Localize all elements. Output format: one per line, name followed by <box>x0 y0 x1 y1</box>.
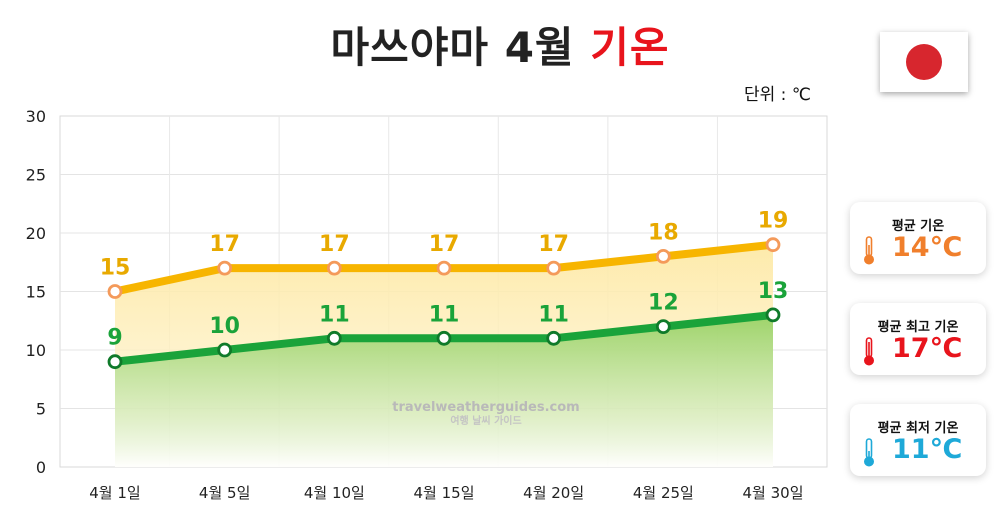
title-main: 마쓰야마 4월 <box>330 23 575 72</box>
data-label: 17 <box>538 232 569 257</box>
y-axis: 0 5 10 15 20 25 30 <box>26 107 46 477</box>
x-axis: 4월 1일 4월 5일 4월 10일 4월 15일 4월 20일 4월 25일 4월 30일 <box>89 484 803 502</box>
data-label: 17 <box>429 232 460 257</box>
title-accent: 기온 <box>590 23 670 72</box>
y-tick-label: 0 <box>36 458 46 477</box>
data-label: 19 <box>758 209 789 234</box>
data-point <box>655 319 671 335</box>
y-tick-label: 25 <box>26 166 46 185</box>
summary-label: 평균 최고 기온 <box>877 320 959 335</box>
data-point <box>107 354 123 370</box>
series-points: 15 17 17 17 17 18 19 9 10 11 11 11 12 13 <box>100 209 789 370</box>
data-label: 11 <box>538 302 569 327</box>
y-tick-label: 10 <box>26 341 46 360</box>
data-point <box>436 330 452 346</box>
summary-value: 17℃ <box>892 333 963 364</box>
series-area <box>115 314 773 467</box>
summary-label: 평균 기온 <box>891 219 945 234</box>
summary-label: 평균 최저 기온 <box>877 421 959 436</box>
page-title: 마쓰야마 4월 기온 <box>0 14 1000 75</box>
watermark-line2: 여행 날씨 가이드 <box>450 414 521 427</box>
data-label: 10 <box>209 314 240 339</box>
y-tick-label: 15 <box>26 283 46 302</box>
x-tick-label: 4월 20일 <box>523 484 584 502</box>
x-tick-label: 4월 5일 <box>199 484 250 502</box>
data-point <box>326 260 342 276</box>
unit-label: 단위 : ℃ <box>744 85 811 105</box>
watermark-line1: travelweatherguides.com <box>392 400 579 415</box>
data-label: 11 <box>319 302 350 327</box>
data-point <box>546 260 562 276</box>
series-areas <box>115 244 773 467</box>
x-tick-label: 4월 1일 <box>89 484 140 502</box>
data-point <box>655 248 671 264</box>
data-point <box>765 307 781 323</box>
summary-card-high: 평균 최고 기온 17℃ <box>850 303 986 375</box>
data-label: 12 <box>648 291 679 316</box>
thermometer-icon <box>864 438 874 467</box>
data-point <box>546 330 562 346</box>
data-label: 11 <box>429 302 460 327</box>
thermometer-icon <box>864 337 874 366</box>
data-label: 15 <box>100 256 131 281</box>
x-tick-label: 4월 10일 <box>304 484 365 502</box>
summary-card-low: 평균 최저 기온 11℃ <box>850 404 986 476</box>
x-tick-label: 4월 15일 <box>414 484 475 502</box>
data-label: 17 <box>319 232 350 257</box>
data-label: 17 <box>209 232 240 257</box>
data-point <box>436 260 452 276</box>
summary-card-average: 평균 기온 14℃ <box>850 202 986 274</box>
data-label: 18 <box>648 220 679 245</box>
data-point <box>765 237 781 253</box>
y-tick-label: 30 <box>26 107 46 126</box>
thermometer-icon <box>864 236 874 265</box>
japan-flag-icon <box>880 32 968 92</box>
data-point <box>107 284 123 299</box>
y-tick-label: 5 <box>36 400 46 419</box>
summary-value: 11℃ <box>892 434 963 465</box>
summary-value: 14℃ <box>892 232 963 263</box>
y-tick-label: 20 <box>26 224 46 243</box>
x-tick-label: 4월 30일 <box>743 484 804 502</box>
data-point <box>217 260 233 276</box>
data-label: 9 <box>107 326 122 351</box>
data-point <box>217 342 233 358</box>
data-label: 13 <box>758 279 789 304</box>
data-point <box>326 330 342 346</box>
flag-disc <box>906 44 942 80</box>
x-tick-label: 4월 25일 <box>633 484 694 502</box>
